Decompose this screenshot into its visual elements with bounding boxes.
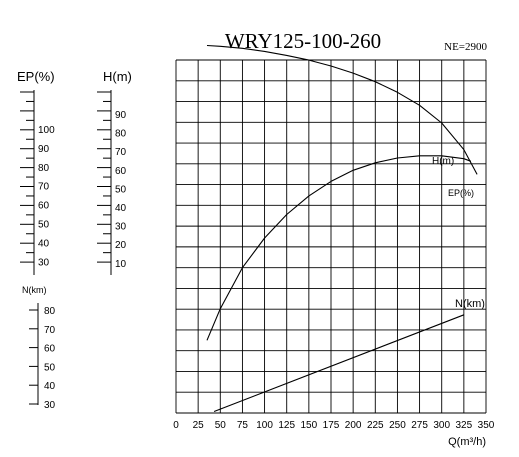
ep-scale-tick-label: 90 xyxy=(38,144,50,155)
h-scale-tick-label: 90 xyxy=(115,110,127,121)
n-scale-tick-label: 70 xyxy=(44,325,56,336)
x-tick-label: 0 xyxy=(173,420,179,431)
series-ep-curve xyxy=(206,155,472,341)
ep-scale-tick-label: 30 xyxy=(38,257,50,268)
ep-scale-title: EP(%) xyxy=(17,69,55,84)
n-scale-tick-label: 50 xyxy=(44,362,56,373)
ep-scale-tick-label: 60 xyxy=(38,201,50,212)
series-label-ep: EP(%) xyxy=(448,188,474,198)
series-label-h: H(m) xyxy=(432,156,454,167)
series-n-curve xyxy=(213,314,465,413)
h-scale-tick-label: 80 xyxy=(115,129,127,140)
chart-subtitle: NE=2900 xyxy=(444,41,487,53)
x-tick-label: 50 xyxy=(215,420,227,431)
h-scale-tick-label: 40 xyxy=(115,203,127,214)
h-scale-tick-label: 10 xyxy=(115,259,127,270)
ep-scale-tick-label: 50 xyxy=(38,220,50,231)
x-tick-label: 75 xyxy=(237,420,249,431)
h-scale-tick-label: 30 xyxy=(115,222,127,233)
n-scale-tick-label: 30 xyxy=(44,400,56,411)
left-scales: EP(%) 100 90 80 70 60 50 40 30 H(m) 90 80 70 60 50 40 30… xyxy=(17,69,132,411)
x-axis-label: Q(m³/h) xyxy=(448,436,486,448)
n-scale-tick-label: 40 xyxy=(44,381,56,392)
x-tick-label: 250 xyxy=(389,420,406,431)
x-tick-label: 225 xyxy=(367,420,384,431)
h-scale-tick-label: 70 xyxy=(115,147,127,158)
ep-scale-tick-label: 80 xyxy=(38,163,50,174)
h-scale-tick-label: 20 xyxy=(115,240,127,251)
h-scale-tick-label: 60 xyxy=(115,166,127,177)
x-tick-label: 25 xyxy=(193,420,205,431)
x-tick-label: 150 xyxy=(301,420,318,431)
h-scale-tick-label: 50 xyxy=(115,184,127,195)
series-h-curve xyxy=(206,44,478,175)
h-scale-title: H(m) xyxy=(103,69,132,84)
x-tick-label: 125 xyxy=(278,420,295,431)
ep-scale-tick-label: 40 xyxy=(38,238,50,249)
labels-layer: 0 25 50 75 100 125 150 175 200 225 250 275 300 325 350… xyxy=(173,29,495,448)
x-tick-label: 200 xyxy=(345,420,362,431)
chart-grid xyxy=(175,59,487,414)
x-tick-label: 300 xyxy=(433,420,450,431)
ep-scale-tick-label: 100 xyxy=(38,125,55,136)
x-tick-label: 100 xyxy=(256,420,273,431)
series-layer xyxy=(206,44,478,413)
x-tick-label: 275 xyxy=(411,420,428,431)
n-scale-title: N(km) xyxy=(22,285,47,295)
n-scale-tick-label: 80 xyxy=(44,306,56,317)
chart-title: WRY125-100-260 xyxy=(225,29,381,53)
x-tick-label: 350 xyxy=(478,420,495,431)
x-tick-label: 175 xyxy=(323,420,340,431)
ep-scale-tick-label: 70 xyxy=(38,182,50,193)
series-label-n: N(km) xyxy=(455,298,485,310)
x-tick-label: 325 xyxy=(456,420,473,431)
n-scale-tick-label: 60 xyxy=(44,344,56,355)
